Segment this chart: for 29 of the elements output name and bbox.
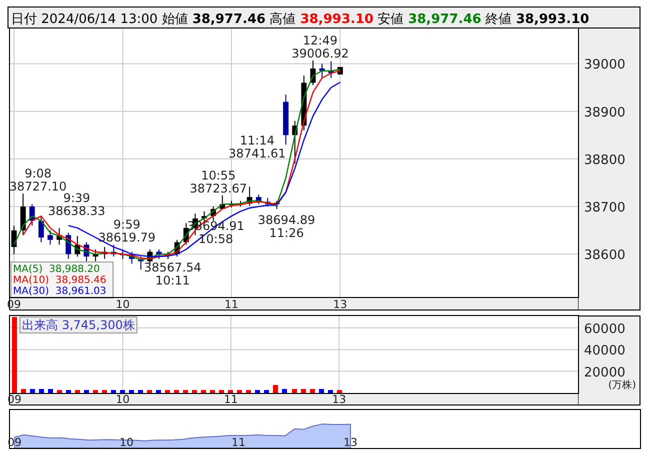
x-tick-label: 11 (232, 436, 246, 449)
y-tick-label: 20000 (584, 365, 626, 380)
annotation: 38694.89 11:26 (258, 212, 316, 240)
y-axis-title: (万株) (608, 379, 636, 391)
annotation: 11:14 38741.61 (228, 134, 286, 161)
x-tick-label: 11 (224, 393, 238, 406)
text: MA(10) 38,985.46 (13, 275, 106, 286)
x-tick-label: 13 (343, 436, 358, 449)
y-tick-label: 38900 (584, 105, 626, 120)
x-tick-label: 11 (224, 298, 238, 311)
annotation: 12:49 39006.92 (292, 33, 349, 60)
x-tick-label: 13 (333, 298, 348, 311)
y-tick-label: 38600 (584, 248, 626, 264)
series-label: MA(5) 38,988.20 (13, 264, 100, 275)
annotation: 10:55 38723.67 (190, 168, 248, 196)
x-tick-label: 10 (116, 298, 130, 311)
text: MA(30) 38,961.03 (13, 286, 106, 297)
y-tick-label: 40000 (584, 344, 626, 359)
chart-title: 日付 2024/06/14 13:00 始値 38,977.46 高値 38,993.10 安値 38,977.46 終値 38,993.10 (11, 12, 590, 27)
annotation: 9:59 38619.79 (98, 218, 156, 245)
x-tick-label: 13 (332, 393, 346, 406)
x-tick-label: 10 (116, 393, 130, 406)
y-tick-label: 60000 (584, 322, 626, 337)
x-tick-label: 10 (120, 436, 134, 449)
y-tick-label: 38800 (584, 152, 626, 168)
y-tick-label: 38700 (584, 200, 626, 216)
y-tick-label: 39000 (584, 58, 626, 73)
chart-title: 出来高 3,745,300株 (22, 318, 135, 332)
annotation: 38567.54 10:11 (144, 260, 202, 288)
